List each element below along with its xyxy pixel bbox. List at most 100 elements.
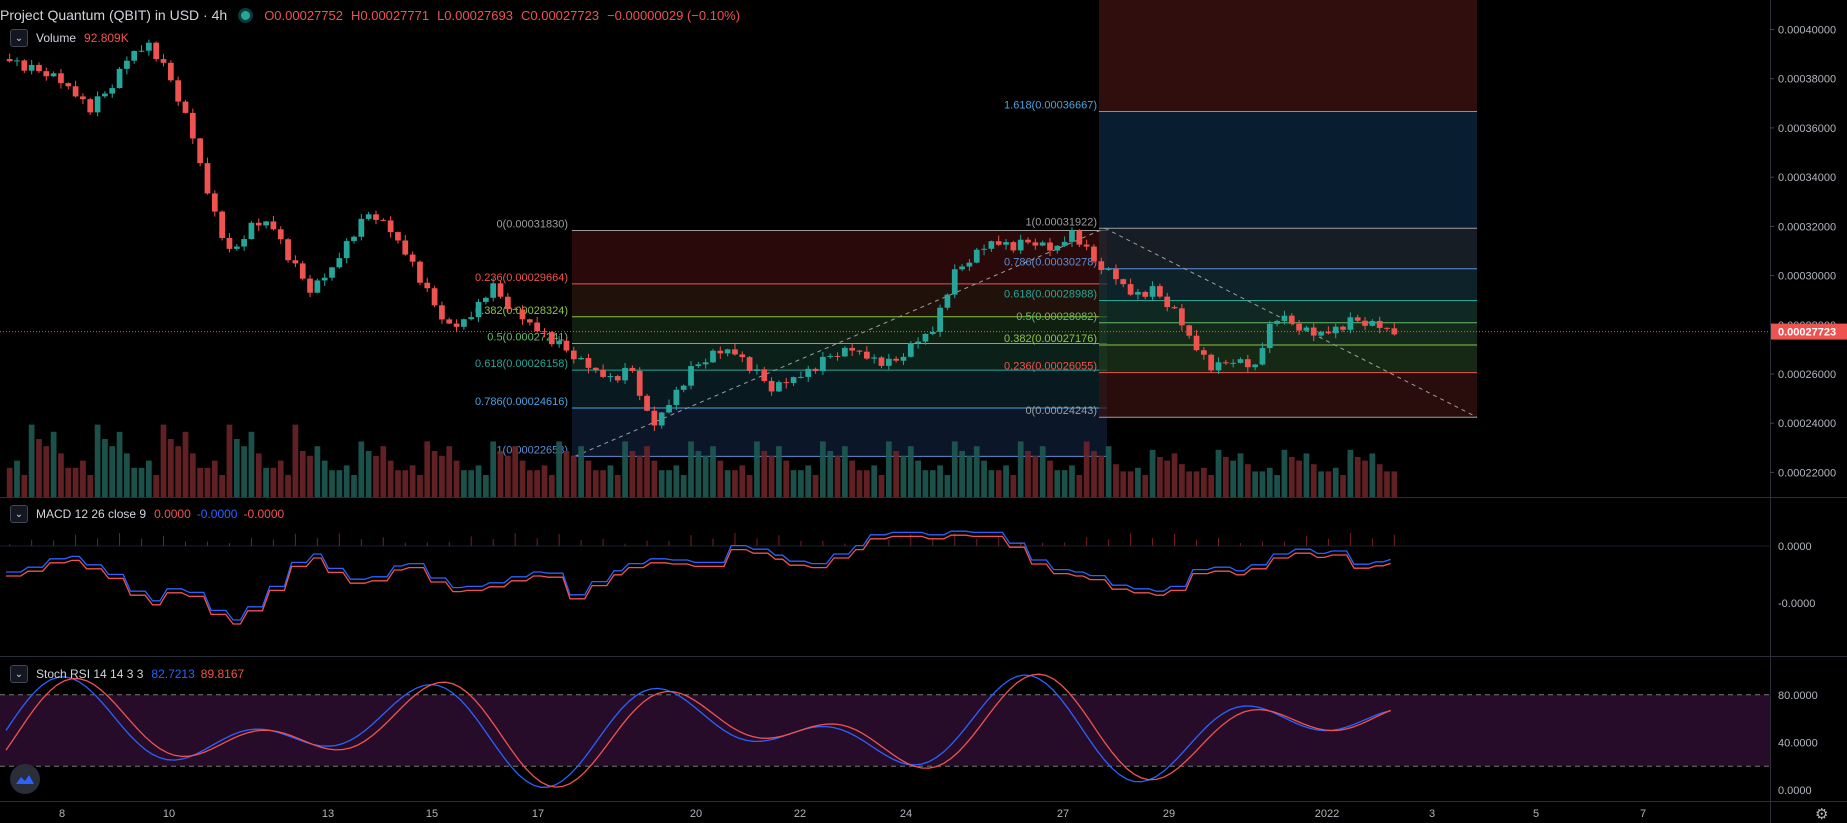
macd-line xyxy=(6,530,1391,621)
volume-bar xyxy=(1274,475,1280,497)
volume-bar xyxy=(1303,453,1310,497)
candle-body xyxy=(299,263,306,279)
tradingview-logo-icon[interactable] xyxy=(10,764,40,794)
volume-bar xyxy=(710,446,716,497)
close-value: C0.00027723 xyxy=(520,7,600,23)
candle-body xyxy=(102,93,108,97)
fib-level-label: 0.618(0.00026158) xyxy=(475,358,568,370)
volume-bar xyxy=(1083,441,1090,497)
volume-bar xyxy=(739,465,746,497)
volume-bar xyxy=(6,467,13,497)
candle-body xyxy=(739,354,746,358)
candle-body xyxy=(680,385,687,390)
volume-bar xyxy=(109,446,116,497)
volume-bar xyxy=(526,470,533,497)
volume-legend: ⌄ Volume 92.809K xyxy=(10,29,129,47)
volume-bar xyxy=(417,475,423,497)
volume-bar xyxy=(329,470,335,497)
volume-bar xyxy=(1061,470,1068,497)
candle-body xyxy=(1193,335,1200,351)
candle-body xyxy=(651,410,658,426)
volume-bar xyxy=(1332,467,1339,497)
fib-level-label: 0.382(0.00027176) xyxy=(1004,333,1097,345)
volume-bar xyxy=(629,451,636,497)
volume-bar xyxy=(124,453,130,497)
candle-body xyxy=(1127,284,1134,295)
candle-body xyxy=(233,246,240,249)
candle-body xyxy=(1332,326,1339,334)
volume-bar xyxy=(754,441,760,497)
volume-bar xyxy=(1325,471,1332,497)
volume-label[interactable]: Volume xyxy=(36,31,77,45)
candle-body xyxy=(417,261,423,283)
volume-bar xyxy=(695,451,702,497)
candle-body xyxy=(600,369,606,377)
candle-body xyxy=(453,323,460,327)
candle-body xyxy=(131,50,138,61)
fib-level-label: 0.786(0.00030278) xyxy=(1004,257,1097,269)
candle-body xyxy=(614,376,621,381)
candle-body xyxy=(1384,327,1390,329)
volume-bar xyxy=(651,460,658,497)
time-tick-label: 27 xyxy=(1057,808,1069,820)
volume-bar xyxy=(497,451,504,497)
candle-body xyxy=(885,358,892,366)
market-status-icon xyxy=(241,10,251,20)
volume-bar xyxy=(1157,457,1163,497)
volume-bar xyxy=(204,467,211,497)
gear-icon[interactable]: ⚙ xyxy=(1815,806,1829,823)
candle-body xyxy=(1391,328,1398,335)
chevron-down-icon[interactable]: ⌄ xyxy=(10,29,28,47)
fib-zone xyxy=(1099,300,1477,323)
volume-bar xyxy=(424,441,431,497)
candle-body xyxy=(812,368,819,372)
volume-bar xyxy=(724,470,731,497)
volume-bar xyxy=(937,465,943,497)
candle-body xyxy=(1120,279,1127,285)
candle-body xyxy=(790,377,797,383)
chart-header: Project Quantum (QBIT) in USD · 4h O0.00… xyxy=(0,5,748,25)
candle-body xyxy=(607,376,614,378)
volume-bar xyxy=(343,465,350,497)
candle-body xyxy=(146,42,152,51)
candle-body xyxy=(1098,261,1105,270)
candle-body xyxy=(1032,242,1039,246)
time-tick-label: 3 xyxy=(1429,808,1435,820)
candle-body xyxy=(483,297,489,302)
candle-body xyxy=(1157,286,1163,297)
candle-body xyxy=(666,405,672,413)
volume-bar xyxy=(72,467,79,497)
current-price-label: 0.00027723 xyxy=(1778,327,1836,339)
chevron-down-icon[interactable]: ⌄ xyxy=(10,665,28,683)
volume-bar xyxy=(607,465,614,497)
volume-bar xyxy=(175,446,182,497)
volume-bar xyxy=(365,451,372,497)
candle-body xyxy=(863,351,870,359)
volume-bar xyxy=(1237,453,1244,497)
candle-body xyxy=(72,86,79,97)
stoch-k-value: 82.7213 xyxy=(151,667,195,681)
volume-bar xyxy=(1105,446,1112,497)
stoch-label[interactable]: Stoch RSI 14 14 3 3 xyxy=(36,667,144,681)
candle-body xyxy=(468,317,475,320)
macd-label[interactable]: MACD 12 26 close 9 xyxy=(36,507,147,521)
candle-body xyxy=(109,88,116,94)
volume-bar xyxy=(453,460,460,497)
chevron-down-icon[interactable]: ⌄ xyxy=(10,505,28,523)
symbol-title[interactable]: Project Quantum (QBIT) in USD · 4h xyxy=(0,7,228,23)
fib-zone xyxy=(572,370,1107,409)
volume-bar xyxy=(658,470,665,497)
candle-body xyxy=(153,42,160,60)
fib-level-label: 0.5(0.00028082) xyxy=(1016,311,1097,323)
candle-body xyxy=(1230,362,1237,364)
candle-body xyxy=(776,382,782,392)
volume-bar xyxy=(578,446,584,497)
candle-body xyxy=(746,357,753,371)
candle-body xyxy=(563,340,570,351)
volume-bar xyxy=(387,460,394,497)
volume-bar xyxy=(373,455,379,497)
volume-bar xyxy=(988,470,995,497)
fib-zone xyxy=(1099,268,1477,301)
price-tick-label: 0.00022000 xyxy=(1778,467,1836,479)
